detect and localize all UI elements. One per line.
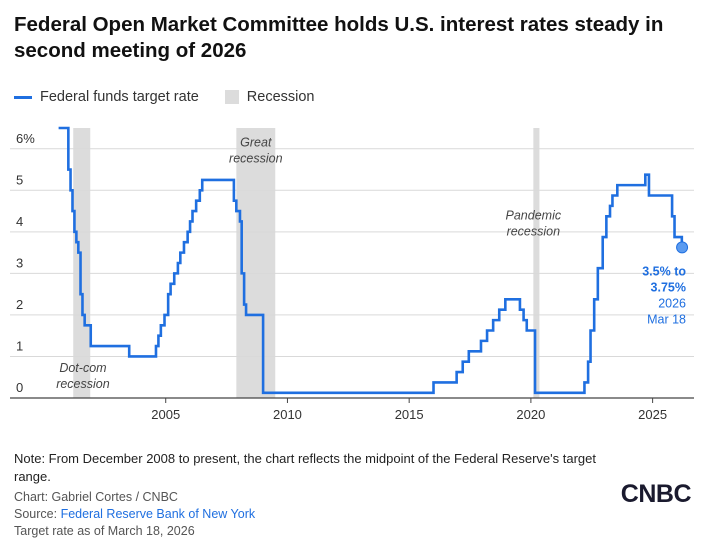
recession-label-line: Pandemic: [506, 208, 562, 222]
recession-annotations: Dot-com recession Great recession Pandemic re…: [56, 136, 562, 392]
chart-title: Federal Open Market Committee holds U.S.…: [14, 13, 664, 62]
endpoint-label: 2026: [658, 296, 686, 310]
source-prefix: Source:: [14, 507, 61, 521]
recession-label-line: recession: [56, 377, 110, 391]
recession-label: Great recession: [229, 136, 283, 166]
y-axis-labels: 0 1 2 3 4 5 6%: [16, 131, 35, 395]
legend-recession-swatch: [224, 90, 239, 104]
legend-line-swatch: [14, 95, 32, 99]
y-tick-label: 5: [16, 172, 23, 187]
series-line: [58, 126, 684, 395]
x-tick-label: 2010: [273, 407, 302, 422]
endpoint-label: Mar 18: [647, 312, 686, 326]
legend-recession-label: Recession: [246, 89, 315, 105]
y-tick-label: 0: [16, 380, 23, 395]
recession-label: Pandemic recession: [506, 208, 562, 238]
cnbc-logo: CNBC: [620, 480, 692, 508]
y-tick-label: 3: [16, 255, 23, 270]
y-tick-label: 1: [16, 338, 23, 353]
recession-label-line: Dot-com: [59, 361, 106, 375]
x-tick-label: 2020: [516, 407, 545, 422]
gridlines: [10, 148, 694, 399]
source-link[interactable]: Federal Reserve Bank of New York: [60, 507, 256, 521]
endpoint-label: 3.5% to: [642, 264, 686, 278]
recession-label: Dot-com recession: [56, 361, 110, 391]
y-tick-label: 4: [16, 214, 23, 229]
legend-series-label: Federal funds target rate: [40, 89, 199, 105]
x-tick-label: 2025: [638, 407, 667, 422]
x-tick-label: 2015: [395, 407, 424, 422]
y-tick-label: 2: [16, 297, 23, 312]
source-line: Source: Federal Reserve Bank of New York: [14, 506, 255, 523]
recession-label-line: Great: [240, 136, 272, 150]
rate-chart: 0 1 2 3 4 5 6% 2005 2010 2015 2020 2025 Dot-com rec…: [10, 126, 694, 422]
endpoint-label: 3.75%: [651, 280, 686, 294]
credits: Chart: Gabriel Cortes / CNBC Source: Fed…: [14, 489, 255, 540]
x-axis-labels: 2005 2010 2015 2020 2025: [151, 398, 667, 422]
recession-label-line: recession: [229, 152, 283, 166]
endpoint-annotation: 3.5% to 3.75% 2026 Mar 18: [642, 241, 689, 326]
chart-credit: Chart: Gabriel Cortes / CNBC: [14, 490, 178, 504]
recession-label-line: recession: [507, 224, 561, 238]
series-lines: [58, 126, 684, 395]
legend: Federal funds target rate Recession: [14, 88, 315, 106]
y-tick-label: 6%: [16, 131, 35, 146]
footnote: Note: From December 2008 to present, the…: [14, 451, 596, 484]
recession-band: [533, 128, 540, 398]
x-tick-label: 2005: [151, 407, 180, 422]
as-of-date: Target rate as of March 18, 2026: [14, 524, 195, 538]
endpoint-marker: [676, 241, 689, 254]
